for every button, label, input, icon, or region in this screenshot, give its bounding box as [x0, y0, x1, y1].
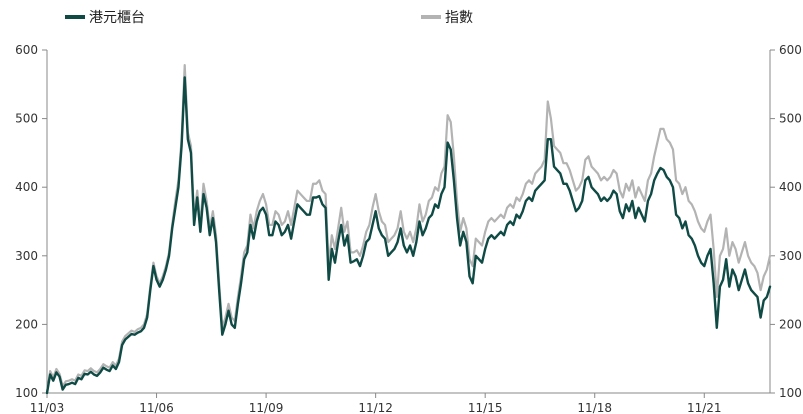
- y-tick-left-label: 400: [15, 180, 38, 194]
- y-axis-right: 100 200 300 400 500 600: [770, 43, 802, 400]
- y-axis-left: 100 200 300 400 500 600: [15, 43, 47, 400]
- y-tick-left-label: 200: [15, 317, 38, 331]
- x-tick-label: 11/15: [468, 401, 503, 414]
- y-tick-right-label: 200: [779, 317, 802, 331]
- y-tick-right-label: 400: [779, 180, 802, 194]
- legend-label-index: 指數: [445, 10, 473, 26]
- y-tick-right-label: 300: [779, 249, 802, 263]
- series-line-index: [45, 63, 772, 395]
- plot-area: [45, 63, 772, 395]
- y-tick-right-label: 500: [779, 112, 802, 126]
- series-line-hkd-counter: [45, 76, 772, 395]
- legend-item-index[interactable]: 指數: [421, 10, 473, 26]
- legend-label-hkd-counter: 港元櫃台: [89, 10, 145, 26]
- x-tick-label: 11/03: [30, 401, 65, 414]
- y-tick-left-label: 500: [15, 112, 38, 126]
- legend-item-hkd-counter[interactable]: 港元櫃台: [65, 10, 145, 26]
- y-tick-left-label: 300: [15, 249, 38, 263]
- x-tick-label: 11/18: [577, 401, 612, 414]
- y-tick-left-label: 100: [15, 386, 38, 400]
- legend-swatch-index: [421, 15, 441, 19]
- x-tick-label: 11/12: [358, 401, 393, 414]
- x-tick-label: 11/21: [687, 401, 722, 414]
- legend: 港元櫃台 指數: [65, 10, 473, 26]
- y-tick-left-label: 600: [15, 43, 38, 57]
- x-axis: 11/03 11/06 11/09 11/12 11/15 11/18 11/21: [30, 393, 722, 414]
- y-tick-right-label: 100: [779, 386, 802, 400]
- legend-swatch-hkd-counter: [65, 15, 85, 19]
- x-tick-label: 11/06: [139, 401, 174, 414]
- y-tick-right-label: 600: [779, 43, 802, 57]
- x-tick-label: 11/09: [249, 401, 284, 414]
